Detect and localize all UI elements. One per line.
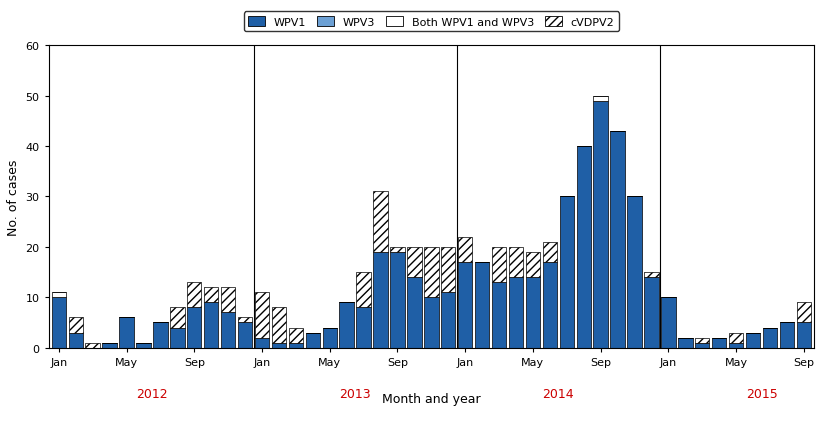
- Bar: [542, 262, 557, 348]
- Bar: [153, 323, 168, 348]
- Bar: [627, 197, 642, 348]
- Bar: [187, 307, 202, 348]
- Bar: [797, 303, 811, 323]
- Bar: [441, 293, 455, 348]
- Bar: [238, 323, 253, 348]
- Bar: [475, 262, 490, 348]
- Text: 2012: 2012: [136, 387, 168, 399]
- Bar: [779, 323, 794, 348]
- Bar: [305, 333, 320, 348]
- Bar: [492, 283, 506, 348]
- Bar: [339, 303, 354, 348]
- Bar: [119, 318, 134, 348]
- Bar: [289, 343, 303, 348]
- Bar: [611, 131, 625, 348]
- Bar: [593, 101, 608, 348]
- Bar: [272, 307, 286, 343]
- Bar: [221, 287, 235, 313]
- Bar: [255, 338, 269, 348]
- Bar: [272, 343, 286, 348]
- Text: 2014: 2014: [542, 387, 574, 399]
- Bar: [509, 247, 523, 277]
- Bar: [170, 328, 184, 348]
- Bar: [238, 318, 253, 323]
- Bar: [68, 318, 83, 333]
- Bar: [526, 277, 540, 348]
- Bar: [390, 252, 405, 348]
- Bar: [52, 297, 66, 348]
- Bar: [542, 242, 557, 262]
- Bar: [695, 338, 709, 343]
- Bar: [458, 237, 472, 262]
- Bar: [746, 333, 760, 348]
- Bar: [695, 343, 709, 348]
- Bar: [187, 283, 202, 307]
- Bar: [644, 277, 658, 348]
- Bar: [390, 247, 405, 252]
- Bar: [374, 252, 388, 348]
- Bar: [797, 323, 811, 348]
- Bar: [577, 147, 591, 348]
- Bar: [560, 197, 574, 348]
- Bar: [678, 338, 692, 348]
- Bar: [661, 297, 676, 348]
- Bar: [424, 247, 439, 297]
- Bar: [204, 287, 218, 303]
- Bar: [102, 343, 117, 348]
- Bar: [644, 272, 658, 277]
- Text: 2015: 2015: [746, 387, 778, 399]
- Bar: [729, 333, 743, 343]
- Bar: [407, 247, 421, 277]
- Bar: [170, 307, 184, 328]
- X-axis label: Month and year: Month and year: [382, 392, 481, 405]
- Bar: [68, 333, 83, 348]
- Bar: [374, 192, 388, 252]
- Bar: [729, 343, 743, 348]
- Bar: [407, 277, 421, 348]
- Bar: [52, 293, 66, 297]
- Bar: [526, 252, 540, 277]
- Bar: [712, 338, 727, 348]
- Bar: [356, 272, 371, 307]
- Bar: [255, 293, 269, 338]
- Text: 2013: 2013: [339, 387, 371, 399]
- Bar: [424, 297, 439, 348]
- Bar: [221, 313, 235, 348]
- Bar: [509, 277, 523, 348]
- Bar: [289, 328, 303, 343]
- Bar: [86, 343, 100, 348]
- Bar: [763, 328, 777, 348]
- Bar: [356, 307, 371, 348]
- Bar: [441, 247, 455, 293]
- Bar: [593, 96, 608, 101]
- Legend: WPV1, WPV3, Both WPV1 and WPV3, cVDPV2: WPV1, WPV3, Both WPV1 and WPV3, cVDPV2: [244, 12, 619, 32]
- Bar: [458, 262, 472, 348]
- Y-axis label: No. of cases: No. of cases: [7, 159, 20, 235]
- Bar: [204, 303, 218, 348]
- Bar: [137, 343, 151, 348]
- Bar: [492, 247, 506, 283]
- Bar: [323, 328, 337, 348]
